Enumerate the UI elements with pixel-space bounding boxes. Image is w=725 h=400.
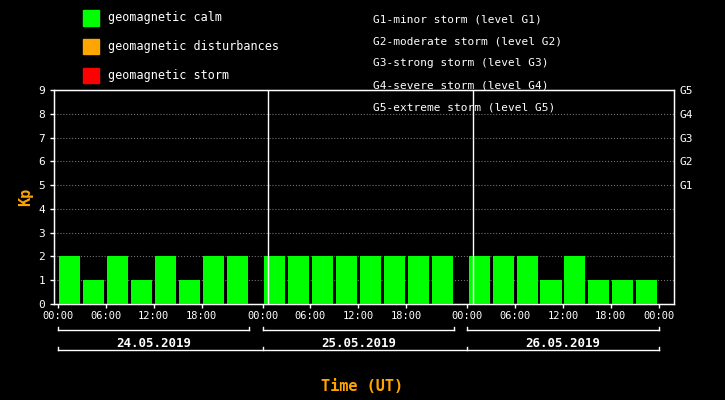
Text: geomagnetic disturbances: geomagnetic disturbances bbox=[108, 40, 279, 53]
Bar bbox=[407, 256, 428, 304]
Bar bbox=[131, 280, 152, 304]
Bar bbox=[59, 256, 80, 304]
Bar bbox=[468, 256, 489, 304]
Y-axis label: Kp: Kp bbox=[18, 188, 33, 206]
Bar bbox=[612, 280, 634, 304]
Bar bbox=[516, 256, 538, 304]
Bar bbox=[564, 256, 586, 304]
Bar bbox=[637, 280, 658, 304]
Text: G3-strong storm (level G3): G3-strong storm (level G3) bbox=[373, 58, 549, 68]
Text: G5-extreme storm (level G5): G5-extreme storm (level G5) bbox=[373, 102, 555, 112]
Bar bbox=[155, 256, 176, 304]
Bar bbox=[179, 280, 200, 304]
Bar bbox=[336, 256, 357, 304]
Bar bbox=[360, 256, 381, 304]
Text: Time (UT): Time (UT) bbox=[321, 379, 404, 394]
Bar bbox=[227, 256, 248, 304]
Bar bbox=[264, 256, 285, 304]
Bar bbox=[83, 280, 104, 304]
Text: 24.05.2019: 24.05.2019 bbox=[116, 337, 191, 350]
Text: 25.05.2019: 25.05.2019 bbox=[321, 337, 396, 350]
Text: 26.05.2019: 26.05.2019 bbox=[526, 337, 600, 350]
Bar bbox=[384, 256, 405, 304]
Bar bbox=[492, 256, 513, 304]
Text: geomagnetic storm: geomagnetic storm bbox=[108, 69, 229, 82]
Text: geomagnetic calm: geomagnetic calm bbox=[108, 12, 222, 24]
Bar bbox=[288, 256, 309, 304]
Text: G4-severe storm (level G4): G4-severe storm (level G4) bbox=[373, 80, 549, 90]
Bar bbox=[312, 256, 333, 304]
Text: G2-moderate storm (level G2): G2-moderate storm (level G2) bbox=[373, 36, 563, 46]
Bar bbox=[203, 256, 224, 304]
Bar bbox=[431, 256, 452, 304]
Bar bbox=[107, 256, 128, 304]
Bar bbox=[588, 280, 610, 304]
Bar bbox=[540, 280, 562, 304]
Text: G1-minor storm (level G1): G1-minor storm (level G1) bbox=[373, 14, 542, 24]
